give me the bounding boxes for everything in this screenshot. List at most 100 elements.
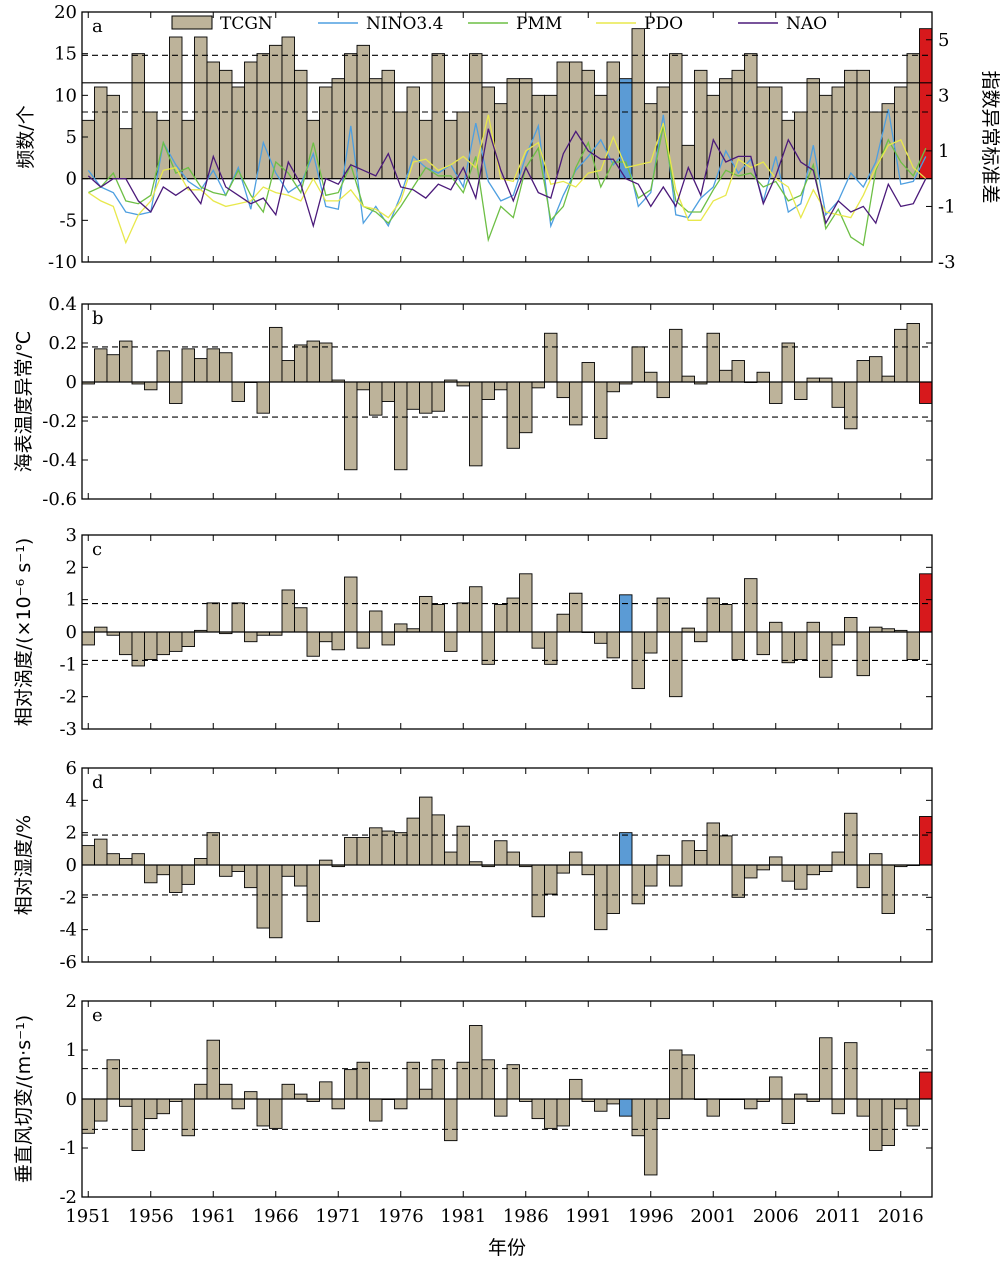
bar-d-2007 bbox=[781, 864, 795, 882]
y-tick-label: -0.6 bbox=[42, 489, 77, 510]
bar-a-2018 bbox=[919, 28, 933, 180]
bar-b-1991 bbox=[581, 362, 595, 383]
bar-b-2013 bbox=[856, 360, 870, 383]
bar-e-1977 bbox=[406, 1061, 420, 1100]
bar-e-2004 bbox=[744, 1098, 758, 1110]
bar-d-2011 bbox=[831, 851, 845, 866]
x-tick-label: 1956 bbox=[128, 1206, 174, 1227]
bar-c-1961 bbox=[206, 602, 220, 633]
bar-a-1997 bbox=[656, 86, 670, 180]
bar-d-1951 bbox=[81, 845, 95, 866]
y-tick-label: -6 bbox=[59, 952, 77, 973]
bar-d-1952 bbox=[94, 838, 108, 866]
bar-c-1968 bbox=[294, 607, 308, 633]
y2-tick-label: -3 bbox=[938, 252, 956, 273]
bar-a-1988 bbox=[544, 94, 558, 180]
bar-d-2009 bbox=[806, 864, 820, 876]
bar-a-1993 bbox=[606, 61, 620, 180]
x-tick-label: 2001 bbox=[690, 1206, 736, 1227]
bar-d-2006 bbox=[769, 856, 783, 866]
bar-b-1978 bbox=[419, 381, 433, 414]
bar-c-2003 bbox=[731, 631, 745, 660]
legend-label: NAO bbox=[786, 14, 827, 34]
bar-e-1965 bbox=[256, 1098, 270, 1127]
series-line-pdo bbox=[87, 114, 927, 245]
bar-a-1999 bbox=[681, 144, 695, 180]
bar-a-1986 bbox=[519, 78, 533, 180]
y-tick-label: 0.2 bbox=[48, 333, 77, 354]
bar-c-2011 bbox=[831, 631, 845, 646]
bar-d-2002 bbox=[719, 835, 733, 866]
y-tick-label: 3 bbox=[66, 525, 77, 546]
bar-c-1989 bbox=[556, 613, 570, 633]
y-axis-label: 垂直风切变/(m·s⁻¹) bbox=[13, 1015, 35, 1183]
bar-a-1968 bbox=[294, 69, 308, 180]
bar-a-1995 bbox=[631, 28, 645, 180]
y2-tick-label: 3 bbox=[938, 85, 949, 106]
bar-d-1969 bbox=[306, 864, 320, 923]
y2-tick-label: 5 bbox=[938, 30, 949, 51]
x-axis-label: 年份 bbox=[488, 1237, 526, 1259]
bar-e-1951 bbox=[81, 1098, 95, 1134]
bar-a-1980 bbox=[444, 119, 458, 180]
bar-c-2009 bbox=[806, 621, 820, 633]
y-tick-label: 10 bbox=[54, 85, 77, 106]
bars-c bbox=[81, 573, 933, 698]
bar-e-1971 bbox=[331, 1098, 345, 1110]
y-tick-label: 15 bbox=[54, 44, 77, 65]
bar-c-1984 bbox=[494, 604, 508, 633]
bar-e-1970 bbox=[319, 1081, 333, 1100]
x-tick-label: 1951 bbox=[65, 1206, 111, 1227]
bar-e-1973 bbox=[356, 1061, 370, 1100]
y-tick-label: 2 bbox=[66, 991, 77, 1012]
bar-e-2013 bbox=[856, 1098, 870, 1117]
panel-b: -0.6 -0.4 -0.2 0 0.2 0.4 b 海表温度异常/℃ bbox=[13, 294, 933, 510]
bar-e-2007 bbox=[781, 1098, 795, 1124]
y-tick-label: -10 bbox=[48, 252, 77, 273]
bar-d-1972 bbox=[344, 837, 358, 866]
bar-a-1992 bbox=[594, 94, 608, 180]
bar-b-1989 bbox=[556, 381, 570, 399]
bar-d-1967 bbox=[281, 864, 295, 877]
bar-a-1954 bbox=[119, 128, 133, 180]
bar-b-1983 bbox=[481, 381, 495, 400]
bar-c-1952 bbox=[94, 626, 108, 633]
bar-d-1999 bbox=[681, 840, 695, 866]
y-tick-label: -2 bbox=[59, 887, 77, 908]
bar-d-1990 bbox=[569, 851, 583, 866]
bar-c-1958 bbox=[169, 631, 183, 652]
bar-a-2011 bbox=[831, 86, 845, 180]
x-tick-label: 2011 bbox=[815, 1206, 861, 1227]
bar-d-1960 bbox=[194, 858, 208, 866]
bars-d bbox=[81, 796, 933, 939]
bar-d-1994 bbox=[619, 832, 633, 866]
y-tick-label: -0.2 bbox=[42, 411, 77, 432]
bar-d-1978 bbox=[419, 796, 433, 866]
bar-b-1970 bbox=[319, 342, 333, 383]
bar-d-1970 bbox=[319, 859, 333, 866]
bar-e-1988 bbox=[544, 1098, 558, 1129]
bar-a-1974 bbox=[369, 78, 383, 180]
y2-tick-label: 1 bbox=[938, 141, 949, 162]
bar-e-1962 bbox=[219, 1083, 233, 1100]
bar-d-2001 bbox=[706, 822, 720, 866]
bar-d-1966 bbox=[269, 864, 283, 939]
bar-c-1986 bbox=[519, 573, 533, 633]
bars-a bbox=[81, 28, 933, 180]
bar-b-1995 bbox=[631, 346, 645, 383]
bar-a-1956 bbox=[144, 111, 158, 180]
legend-tcgn: TCGN bbox=[171, 14, 273, 34]
legend-pmm: PMM bbox=[468, 14, 562, 34]
bar-d-1987 bbox=[531, 864, 545, 918]
bar-d-1956 bbox=[144, 864, 158, 884]
bar-d-1992 bbox=[594, 864, 608, 931]
x-tick-label: 1971 bbox=[315, 1206, 361, 1227]
bar-e-1989 bbox=[556, 1098, 570, 1127]
bar-d-1955 bbox=[131, 853, 145, 866]
bar-b-1985 bbox=[506, 381, 520, 449]
bar-b-2012 bbox=[844, 381, 858, 430]
y-axis-label: 相对湿度/% bbox=[13, 815, 35, 915]
bar-e-1985 bbox=[506, 1064, 520, 1100]
bar-e-1976 bbox=[394, 1098, 408, 1110]
bar-c-1959 bbox=[181, 631, 195, 648]
